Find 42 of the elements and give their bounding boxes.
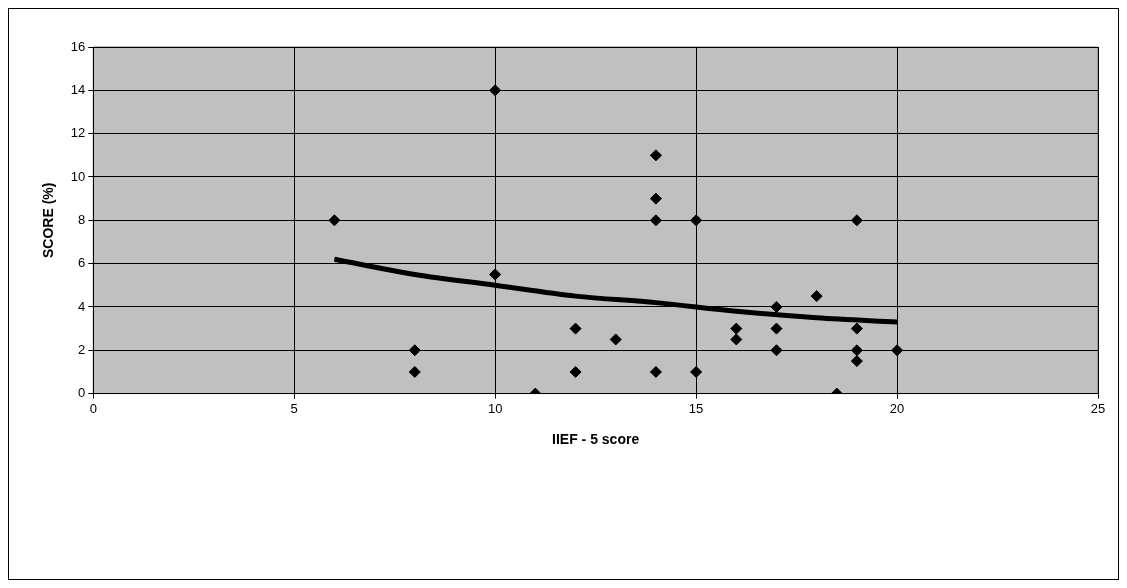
y-tick-label: 10: [70, 168, 86, 184]
x-tick-label: 20: [889, 400, 905, 416]
point: [850, 214, 863, 227]
point: [770, 322, 783, 335]
point: [408, 365, 421, 378]
y-tick-label: 2: [78, 341, 86, 357]
point: [649, 365, 662, 378]
point: [891, 344, 904, 357]
x-tick-label: 25: [1090, 400, 1106, 416]
point: [730, 322, 743, 335]
point: [408, 344, 421, 357]
x-tick-label: 10: [487, 400, 503, 416]
y-tick-label: 16: [70, 38, 86, 54]
x-tick-label: 5: [290, 400, 298, 416]
x-tick-label: 15: [688, 400, 704, 416]
point: [649, 214, 662, 227]
point: [810, 290, 823, 303]
x-axis-title: IIEF - 5 score: [552, 431, 640, 448]
point: [690, 365, 703, 378]
point: [770, 300, 783, 313]
point: [569, 322, 582, 335]
point: [690, 214, 703, 227]
y-tick-label: 0: [78, 385, 86, 401]
y-tick-label: 6: [78, 255, 86, 271]
y-tick-label: 4: [78, 298, 86, 314]
y-axis-title: SCORE (%): [40, 182, 57, 259]
point: [649, 149, 662, 162]
y-tick-label: 8: [78, 211, 86, 227]
point: [649, 192, 662, 205]
point: [609, 333, 622, 346]
point: [770, 344, 783, 357]
x-tick-label: 0: [89, 400, 97, 416]
point: [850, 355, 863, 368]
point: [730, 333, 743, 346]
y-tick-label: 14: [70, 81, 86, 97]
point: [850, 322, 863, 335]
y-tick-label: 12: [70, 125, 86, 141]
point: [489, 84, 502, 97]
point: [489, 268, 502, 281]
point: [328, 214, 341, 227]
point: [569, 365, 582, 378]
point: [850, 344, 863, 357]
